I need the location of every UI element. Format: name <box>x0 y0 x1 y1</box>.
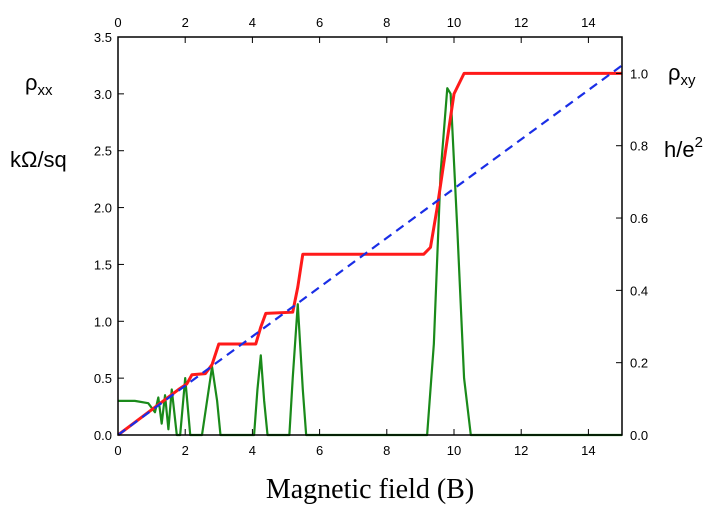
y-left-tick-label: 0.0 <box>94 428 112 443</box>
x-tick-label-top: 8 <box>383 15 390 30</box>
y-left-tick-label: 3.0 <box>94 87 112 102</box>
x-tick-label-bottom: 4 <box>249 443 256 458</box>
y-right-tick-label: 0.4 <box>630 283 648 298</box>
x-tick-label-top: 6 <box>316 15 323 30</box>
x-tick-label-bottom: 8 <box>383 443 390 458</box>
y-left-tick-label: 1.5 <box>94 257 112 272</box>
y-right-unit: h/e2 <box>664 134 703 162</box>
x-tick-label-bottom: 14 <box>581 443 595 458</box>
x-tick-label-bottom: 10 <box>447 443 461 458</box>
y-right-tick-label: 0.6 <box>630 211 648 226</box>
x-tick-label-top: 0 <box>114 15 121 30</box>
plot-frame <box>117 36 623 436</box>
series-rho_xx <box>118 87 622 437</box>
x-tick-label-top: 4 <box>249 15 256 30</box>
y-left-tick-label: 0.5 <box>94 371 112 386</box>
series-classical_hall <box>117 64 623 436</box>
x-tick-label-top: 12 <box>514 15 528 30</box>
x-tick-label-bottom: 6 <box>316 443 323 458</box>
y-left-unit: kΩ/sq <box>10 147 67 172</box>
y-left-tick-label: 2.0 <box>94 201 112 216</box>
series-rho_xy <box>117 71 622 437</box>
x-tick-label-bottom: 2 <box>182 443 189 458</box>
y-right-label: ρxy <box>668 60 696 89</box>
y-right-tick-label: 1.0 <box>630 66 648 81</box>
y-right-tick-label: 0.8 <box>630 139 648 154</box>
x-tick-label-top: 10 <box>447 15 461 30</box>
y-left-label: ρxx <box>25 70 53 99</box>
x-tick-label-top: 2 <box>182 15 189 30</box>
y-right-tick-label: 0.2 <box>630 356 648 371</box>
x-axis-label: Magnetic field (B) <box>266 474 474 505</box>
x-tick-label-top: 14 <box>581 15 595 30</box>
y-left-tick-label: 2.5 <box>94 144 112 159</box>
y-left-tick-label: 1.0 <box>94 314 112 329</box>
y-left-tick-label: 3.5 <box>94 30 112 45</box>
x-tick-label-bottom: 12 <box>514 443 528 458</box>
y-right-tick-label: 0.0 <box>630 428 648 443</box>
x-tick-label-bottom: 0 <box>114 443 121 458</box>
